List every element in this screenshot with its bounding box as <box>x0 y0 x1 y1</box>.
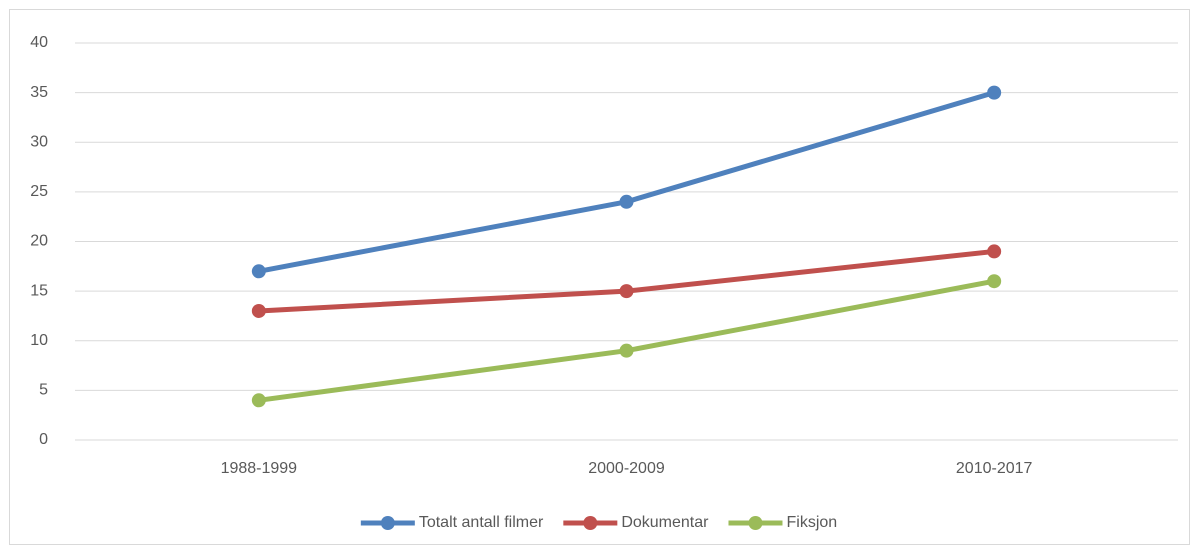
data-point <box>619 284 634 299</box>
legend-marker <box>380 516 395 530</box>
x-tick-label: 1988-1999 <box>221 460 298 477</box>
y-tick-label: 35 <box>30 84 48 101</box>
data-point <box>987 244 1002 259</box>
legend-label: Dokumentar <box>621 514 709 531</box>
legend-marker <box>583 516 598 530</box>
data-point <box>987 85 1002 100</box>
data-point <box>619 343 634 358</box>
x-tick-label: 2010-2017 <box>956 460 1033 477</box>
legend-label: Totalt antall filmer <box>419 514 544 531</box>
data-point <box>251 264 266 279</box>
legend-marker <box>748 516 763 530</box>
y-tick-label: 25 <box>30 183 48 200</box>
y-tick-label: 30 <box>30 133 48 150</box>
data-point <box>619 194 634 209</box>
y-tick-label: 20 <box>30 233 48 250</box>
data-point <box>251 303 266 318</box>
y-tick-label: 10 <box>30 332 48 349</box>
y-tick-label: 40 <box>30 34 48 51</box>
y-tick-label: 5 <box>39 382 48 399</box>
y-tick-label: 0 <box>39 431 48 448</box>
data-point <box>251 393 266 408</box>
y-tick-label: 15 <box>30 282 48 299</box>
legend-label: Fiksjon <box>786 514 837 531</box>
data-point <box>987 274 1002 289</box>
x-tick-label: 2000-2009 <box>588 460 665 477</box>
